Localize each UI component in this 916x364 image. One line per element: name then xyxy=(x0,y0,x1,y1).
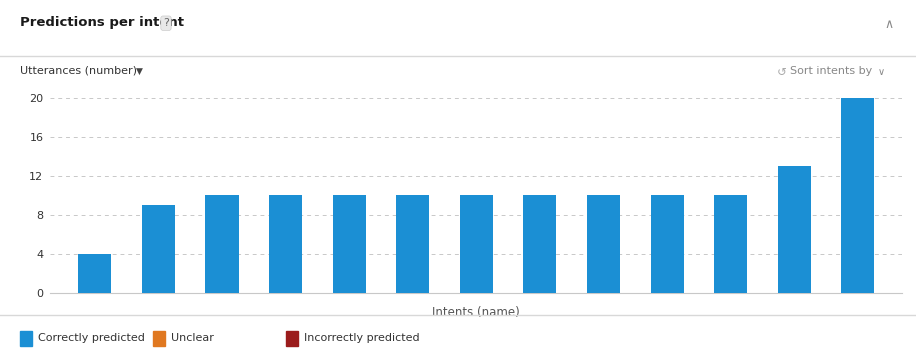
Bar xyxy=(587,195,620,293)
Text: ↺: ↺ xyxy=(777,66,787,79)
Text: ?: ? xyxy=(163,18,169,28)
Text: Unclear: Unclear xyxy=(171,333,214,343)
Bar xyxy=(460,195,493,293)
Bar xyxy=(397,195,430,293)
Bar xyxy=(841,98,874,293)
Bar xyxy=(205,195,238,293)
Text: Correctly predicted: Correctly predicted xyxy=(38,333,146,343)
Bar xyxy=(79,254,112,293)
Text: Predictions per intent: Predictions per intent xyxy=(20,16,184,29)
Bar xyxy=(778,166,811,293)
Text: ∧: ∧ xyxy=(884,18,893,31)
Bar xyxy=(269,195,302,293)
Bar xyxy=(333,195,365,293)
Bar xyxy=(142,205,175,293)
Bar xyxy=(714,195,747,293)
Text: ▼: ▼ xyxy=(136,67,143,76)
X-axis label: Intents (name): Intents (name) xyxy=(432,306,520,319)
Bar xyxy=(650,195,683,293)
Text: ∨: ∨ xyxy=(878,67,885,76)
Text: Sort intents by: Sort intents by xyxy=(790,66,872,75)
Text: Incorrectly predicted: Incorrectly predicted xyxy=(304,333,420,343)
Text: Utterances (number): Utterances (number) xyxy=(20,66,137,75)
Bar xyxy=(523,195,556,293)
